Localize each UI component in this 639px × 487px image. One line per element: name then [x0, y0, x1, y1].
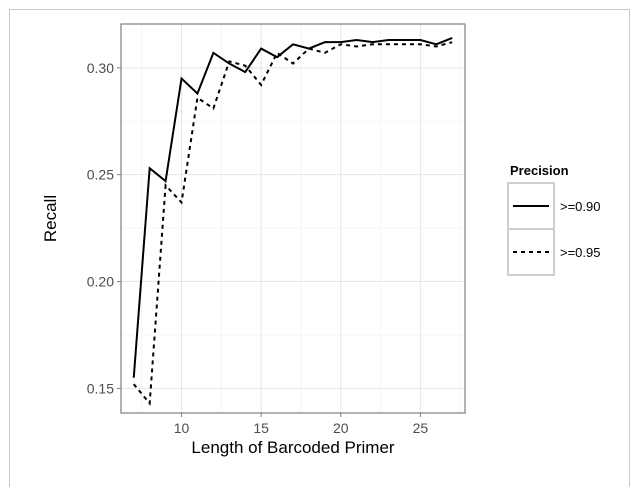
series-line-2 — [132, 41, 453, 406]
x-tick-label: 25 — [413, 420, 429, 436]
figure-frame — [9, 9, 630, 487]
minor-gridlines — [121, 24, 465, 413]
y-tick-label: 0.30 — [87, 60, 114, 76]
x-tick-label: 15 — [253, 420, 269, 436]
x-tick-label: 10 — [174, 420, 190, 436]
plot-panel-border — [120, 23, 466, 414]
x-tick-label: 20 — [333, 420, 349, 436]
series-line-1 — [132, 36, 453, 378]
y-tick-label: 0.25 — [87, 167, 114, 183]
x-axis-title: Length of Barcoded Primer — [191, 438, 395, 457]
y-axis-title: Recall — [41, 195, 60, 242]
major-gridlines — [121, 24, 465, 413]
legend-label: >=0.90 — [560, 199, 601, 214]
y-axis-ticks: 0.15 0.20 0.25 0.30 — [87, 60, 121, 396]
series-lines — [132, 36, 453, 406]
plot-panel-background — [121, 24, 465, 413]
legend-items: >=0.90 >=0.95 — [507, 182, 601, 276]
legend: Precision >=0.90 >=0.95 — [507, 163, 601, 276]
legend-title: Precision — [510, 163, 569, 178]
y-tick-label: 0.20 — [87, 274, 114, 290]
y-tick-label: 0.15 — [87, 380, 114, 396]
legend-label: >=0.95 — [560, 245, 601, 260]
x-axis-ticks: 10 15 20 25 — [174, 413, 429, 436]
